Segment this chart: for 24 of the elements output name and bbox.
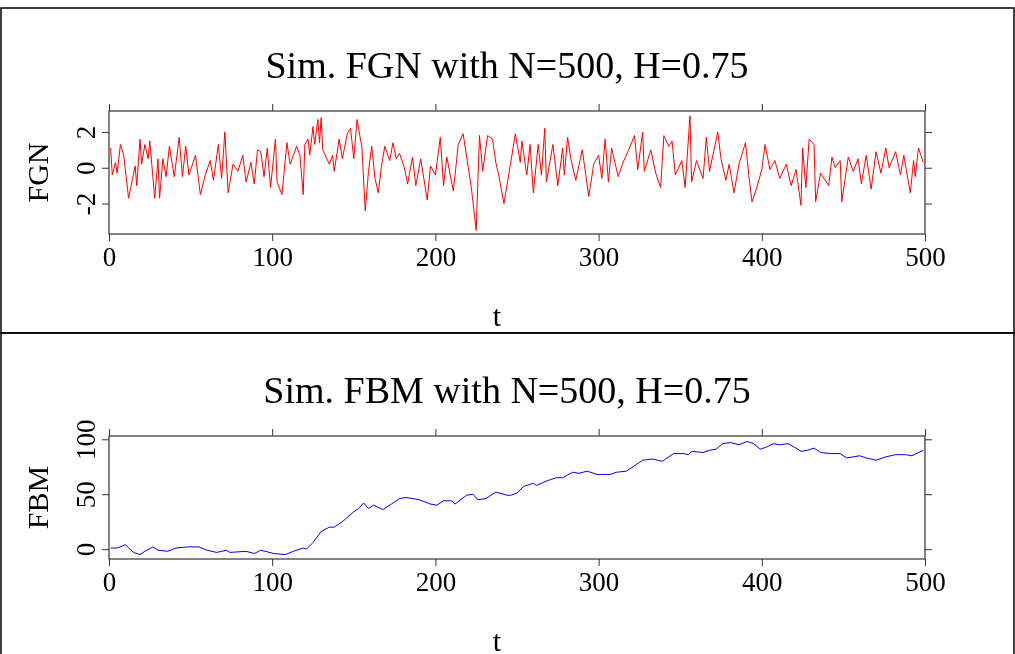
y-tick-label: 50: [71, 481, 101, 509]
x-tick-label: 300: [578, 242, 620, 273]
y-tick-label: 0: [71, 542, 101, 557]
line-series: [110, 440, 924, 556]
chart-title: Sim. FGN with N=500, H=0.75: [265, 44, 749, 86]
line-series: [110, 115, 924, 231]
x-tick-label: 100: [252, 567, 293, 598]
chart-title: Sim. FBM with N=500, H=0.75: [263, 369, 751, 411]
x-tick-label: 200: [415, 242, 457, 273]
x-tick-label: 400: [742, 567, 783, 598]
y-axis-title: FBM: [21, 465, 54, 530]
y-tick-label: 2: [71, 125, 101, 140]
x-tick-label: 500: [905, 242, 946, 273]
x-tick-label: 100: [252, 242, 293, 273]
y-tick-label: 0: [71, 161, 101, 176]
x-tick-label: 500: [905, 567, 946, 598]
x-axis-title: t: [492, 624, 502, 654]
x-tick-label: 300: [578, 567, 620, 598]
x-axis-title: t: [492, 299, 502, 332]
x-tick-label: 200: [415, 567, 457, 598]
x-tick-label: 400: [742, 242, 783, 273]
y-axis-title: FGN: [21, 142, 54, 203]
y-tick-label: -2: [71, 192, 101, 216]
y-tick-label: 100: [71, 419, 101, 461]
